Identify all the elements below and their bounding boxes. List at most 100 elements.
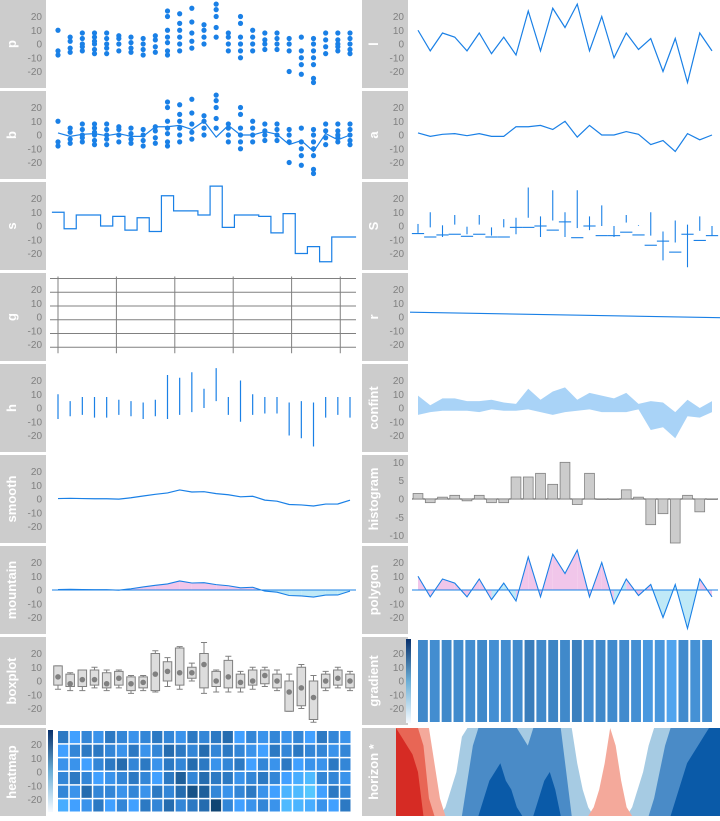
- y-tick-label: 20: [393, 558, 405, 569]
- data-point: [238, 14, 243, 19]
- y-tick-label: 0: [398, 222, 404, 233]
- data-point: [104, 142, 109, 147]
- heatmap-cell: [270, 799, 280, 811]
- data-point: [80, 30, 85, 35]
- box: [261, 667, 270, 686]
- data-point: [116, 132, 121, 137]
- heatmap-cell: [328, 786, 338, 798]
- heatmap-cell: [164, 758, 174, 770]
- histogram-bar: [425, 499, 435, 503]
- box: [224, 656, 233, 692]
- heatmap-cell: [305, 772, 315, 784]
- y-tick-label: -10: [390, 531, 405, 542]
- median-dot: [153, 671, 159, 677]
- y-tick-label: 10: [31, 663, 43, 674]
- median-dot: [92, 677, 98, 683]
- heatmap-cell: [140, 758, 150, 770]
- heatmap-cell: [187, 731, 197, 743]
- heatmap-cell: [117, 786, 127, 798]
- heatmap-cell: [223, 786, 233, 798]
- gradient-column: [643, 640, 653, 722]
- data-point: [141, 127, 146, 132]
- gradient-column: [678, 640, 688, 722]
- series-line: [418, 4, 712, 82]
- data-point: [141, 143, 146, 148]
- median-dot: [286, 689, 292, 695]
- heatmap-cell: [187, 772, 197, 784]
- data-point: [201, 35, 206, 40]
- area-segment: [192, 583, 204, 590]
- data-point: [141, 138, 146, 143]
- heatmap-cell: [328, 772, 338, 784]
- heatmap-cell: [305, 758, 315, 770]
- data-point: [335, 121, 340, 126]
- data-point: [347, 121, 352, 126]
- gradient-column: [513, 640, 523, 722]
- strip-label-gradient: gradient: [366, 655, 381, 707]
- data-point: [128, 126, 133, 131]
- heatmap-cell: [234, 799, 244, 811]
- gradient-key: [406, 639, 411, 723]
- panel-b: [55, 93, 352, 177]
- y-tick-label: -20: [28, 613, 43, 624]
- data-point: [189, 97, 194, 102]
- data-point: [214, 35, 219, 40]
- gradient-column: [489, 640, 499, 722]
- y-tick-label: 10: [31, 754, 43, 765]
- data-point: [214, 14, 219, 19]
- data-point: [177, 48, 182, 53]
- y-tick-label: -20: [28, 431, 43, 442]
- histogram-bar: [536, 473, 546, 499]
- heatmap-cell: [82, 745, 92, 757]
- data-point: [262, 121, 267, 126]
- heatmap-cell: [211, 745, 221, 757]
- heatmap-cell: [281, 745, 291, 757]
- heatmap-cell: [93, 758, 103, 770]
- box: [236, 671, 245, 692]
- y-tick-label: 20: [31, 649, 43, 660]
- data-point: [287, 139, 292, 144]
- data-point: [214, 116, 219, 121]
- gradient-column: [607, 640, 617, 722]
- strip-label-horizon: horizon *: [366, 743, 381, 800]
- strip-label-s: s: [4, 222, 19, 229]
- histogram-bar: [487, 499, 497, 503]
- data-point: [347, 41, 352, 46]
- gradient-column: [667, 640, 677, 722]
- histogram-bar: [474, 495, 484, 499]
- heatmap-cell: [340, 745, 350, 757]
- heatmap-cell: [105, 745, 115, 757]
- heatmap-cell: [340, 772, 350, 784]
- data-point: [165, 14, 170, 19]
- data-point: [189, 130, 194, 135]
- data-point: [80, 127, 85, 132]
- heatmap-cell: [246, 772, 256, 784]
- y-tick-label: -20: [390, 704, 405, 715]
- y-tick-label: 10: [393, 117, 405, 128]
- median-dot: [311, 695, 317, 701]
- heatmap-cell: [281, 799, 291, 811]
- data-point: [55, 119, 60, 124]
- data-point: [274, 138, 279, 143]
- histogram-bar: [548, 484, 558, 499]
- histogram-bar: [621, 490, 631, 499]
- y-tick-label: -10: [28, 144, 43, 155]
- data-point: [104, 121, 109, 126]
- confidence-band: [418, 387, 712, 438]
- strip-label-histogram: histogram: [366, 468, 381, 531]
- median-dot: [140, 680, 146, 686]
- data-point: [201, 119, 206, 124]
- data-point: [201, 41, 206, 46]
- heatmap-cell: [152, 731, 162, 743]
- heatmap-cell: [305, 786, 315, 798]
- data-point: [238, 21, 243, 26]
- heatmap-cell: [317, 758, 327, 770]
- data-point: [189, 121, 194, 126]
- y-tick-label: 0: [398, 677, 404, 688]
- strip-label-r: r: [366, 314, 381, 319]
- heatmap-cell: [152, 799, 162, 811]
- data-point: [116, 127, 121, 132]
- gradient-column: [631, 640, 641, 722]
- data-point: [287, 69, 292, 74]
